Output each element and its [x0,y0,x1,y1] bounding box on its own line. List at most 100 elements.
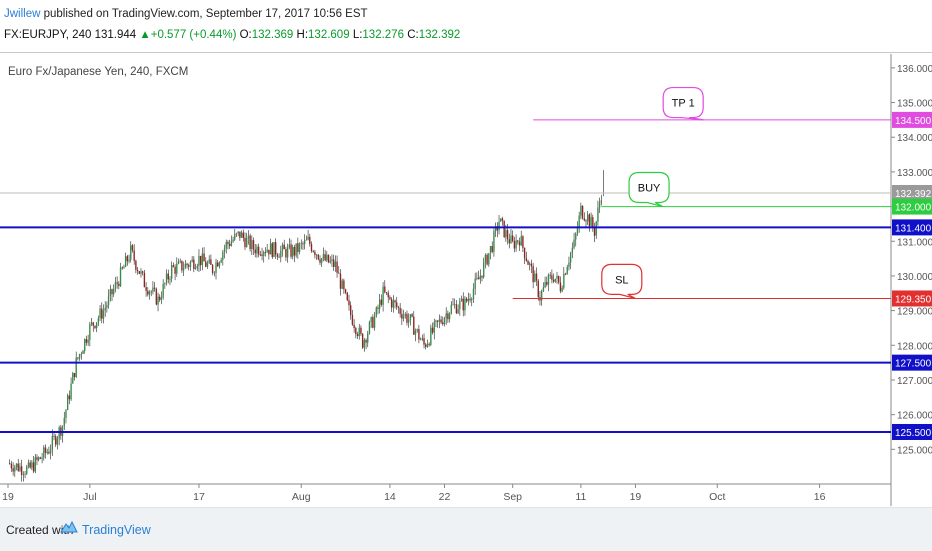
candle-body [283,244,285,250]
candle-body [90,322,93,325]
candle-body [254,249,256,254]
candle-body [343,280,345,290]
candle-body [532,266,534,283]
candle-body [469,298,471,301]
candle-body [501,218,504,221]
candle-body [590,217,592,227]
candle-body [20,466,23,475]
candle-body [53,435,55,437]
candle-body [525,258,528,261]
low-value: 132.276 [362,29,404,41]
candle-body [196,265,198,269]
candle-body [481,275,483,278]
candle-body [121,267,123,269]
candle-body [147,290,149,295]
candle-body [559,282,562,292]
price-tick-label: 134.000 [897,133,932,144]
candle-body [462,298,464,311]
candle-body [290,244,292,257]
entry-axis-label: 132.000 [895,203,932,214]
candle-body [285,249,287,258]
candle-body [170,265,173,279]
candle-body [145,287,147,291]
candle-body [387,292,389,298]
candle-body [133,250,135,261]
candle-body [426,343,429,347]
candle-body [597,207,599,222]
publish-info: Jwillew published on TradingView.com, Se… [4,8,368,20]
candle-body [353,324,355,329]
candle-body [155,288,158,305]
candle-body [361,333,364,348]
candle-body [447,313,449,320]
candle-body [573,239,575,248]
candle-body [10,463,13,469]
candle-body [51,435,54,450]
tradingview-link[interactable]: TradingView [82,523,151,537]
candle-body [89,324,91,340]
candle-body [520,236,522,246]
candle-body [370,317,372,323]
candle-body [392,300,395,308]
candle-body [457,309,459,314]
candle-body [350,305,352,315]
author-link[interactable]: Jwillew [4,8,41,20]
candle-body [530,263,533,267]
candle-body [363,339,366,348]
candle-body [411,314,413,317]
last-price-axis-label-bg [892,184,932,201]
candle-body [563,273,565,288]
candle-body [205,261,207,267]
candle-body [188,265,190,267]
candle-body [263,252,265,256]
candle-body [29,462,31,468]
candle-body [293,247,296,256]
price-tick-label: 127.000 [897,376,932,387]
tradingview-logo-icon [60,520,78,533]
candle-body [394,300,396,303]
candle-body [382,286,384,305]
candle-body [191,259,193,262]
candle-body [58,427,60,439]
candle-body [266,249,268,253]
candle-body [97,318,100,323]
candle-body [372,317,374,328]
candle-body [256,246,258,254]
candle-body [186,263,188,266]
candle-body [9,463,11,464]
callout-buy: BUY [628,171,670,208]
candle-body [206,263,209,267]
candle-body [102,310,105,319]
candle-body [247,235,250,239]
candle-body [488,253,490,265]
candle-body [580,205,582,216]
candle-body [435,320,437,323]
candle-body [210,259,212,265]
candle-body [211,264,214,273]
candle-body [198,255,200,266]
candle-body [459,301,461,310]
candle-body [193,259,195,269]
candle-body [26,466,28,474]
candle-body [15,463,18,467]
candle-body [321,258,323,263]
candle-body [230,241,233,246]
candle-body [39,457,42,459]
candle-body [182,268,185,271]
chart-frame[interactable] [0,52,932,507]
time-tick-label: 17 [193,491,205,503]
candle-body [61,425,64,436]
candle-body [77,357,79,359]
candle-body [406,313,408,323]
candle-body [315,254,318,256]
candle-body [87,339,89,343]
candle-body [203,253,205,262]
candle-body [505,230,507,238]
candle-body [12,468,14,472]
candle-body [271,243,273,258]
candle-body [334,261,337,267]
time-tick-label: 22 [439,491,451,503]
candle-body [418,329,420,340]
candle-body [217,262,219,267]
